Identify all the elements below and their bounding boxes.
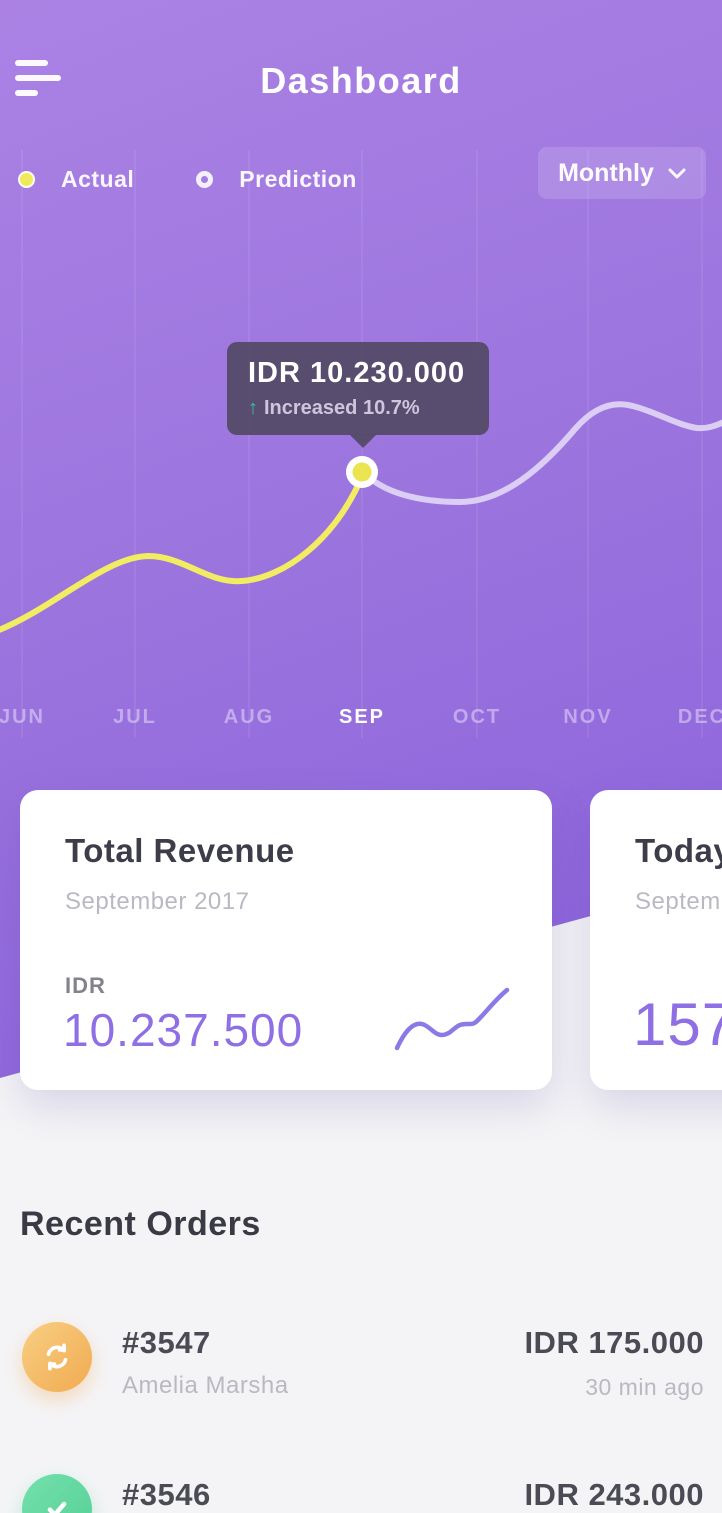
order-row[interactable]: #3547 Amelia Marsha IDR 175.000 30 min a… — [0, 1320, 722, 1406]
period-select[interactable]: Monthly — [538, 147, 706, 199]
recent-orders-heading: Recent Orders — [20, 1205, 261, 1243]
chevron-down-icon — [668, 168, 686, 178]
today-count-value: 157 — [633, 991, 722, 1058]
card-title: Today — [635, 832, 722, 869]
order-amount: IDR 175.000 — [524, 1325, 704, 1360]
actual-dot-icon — [18, 171, 35, 188]
arrow-up-icon: ↑ — [248, 397, 258, 419]
card-title: Total Revenue — [65, 832, 295, 869]
menu-bar — [15, 90, 38, 96]
month-label-oct[interactable]: OCT — [452, 706, 502, 728]
month-label-dec[interactable]: DEC — [677, 706, 722, 728]
chart-x-axis: JUN JUL AUG SEP OCT NOV DEC — [0, 706, 722, 734]
tooltip-change-text: Increased 10.7% — [264, 397, 420, 419]
page-title: Dashboard — [260, 60, 462, 101]
legend-label: Prediction — [239, 166, 357, 192]
actual-line — [0, 469, 367, 635]
tooltip-value: IDR 10.230.000 — [248, 357, 466, 389]
order-id: #3546 — [122, 1477, 211, 1512]
chart-legend: Actual Prediction — [18, 166, 357, 193]
today-card[interactable]: Today September 2017 157 — [590, 790, 722, 1090]
month-label-aug[interactable]: AUG — [223, 706, 275, 728]
chart-tooltip: IDR 10.230.000 ↑ Increased 10.7% — [227, 342, 489, 448]
revenue-chart — [0, 150, 722, 738]
month-label-jun[interactable]: JUN — [0, 706, 46, 728]
order-customer: Amelia Marsha — [122, 1372, 289, 1399]
chart-gridlines — [21, 150, 703, 738]
order-amount: IDR 243.000 — [524, 1477, 704, 1512]
order-row[interactable]: #3546 IDR 243.000 — [0, 1472, 722, 1513]
order-status-badge-completed — [22, 1474, 92, 1513]
total-revenue-card[interactable]: Total Revenue September 2017 IDR 10.237.… — [20, 790, 552, 1090]
legend-item-actual: Actual — [18, 166, 134, 193]
currency-label: IDR — [65, 973, 106, 998]
prediction-dot-icon — [196, 171, 214, 188]
month-label-jul[interactable]: JUL — [113, 706, 157, 728]
revenue-value: 10.237.500 — [63, 1004, 304, 1056]
kpi-cards-row: Total Revenue September 2017 IDR 10.237.… — [20, 790, 722, 1090]
month-label-sep[interactable]: SEP — [338, 706, 386, 728]
legend-label: Actual — [61, 166, 135, 192]
menu-bar — [15, 60, 48, 66]
menu-bar — [15, 75, 61, 81]
order-time: 30 min ago — [585, 1374, 704, 1400]
check-icon — [47, 1501, 67, 1513]
revenue-sparkline-icon — [394, 987, 510, 1051]
period-select-value: Monthly — [558, 158, 654, 187]
prediction-line — [361, 401, 722, 506]
tooltip-change: ↑ Increased 10.7% — [248, 397, 489, 420]
order-status-badge-processing — [22, 1322, 92, 1392]
refresh-icon — [46, 1343, 68, 1371]
month-label-nov[interactable]: NOV — [563, 706, 613, 728]
card-subtitle: September 2017 — [65, 888, 250, 915]
card-subtitle: September 2017 — [635, 888, 722, 915]
order-id: #3547 — [122, 1325, 211, 1360]
sep-data-point-marker[interactable] — [346, 456, 378, 488]
legend-item-prediction: Prediction — [196, 166, 356, 193]
menu-icon[interactable] — [15, 58, 65, 100]
